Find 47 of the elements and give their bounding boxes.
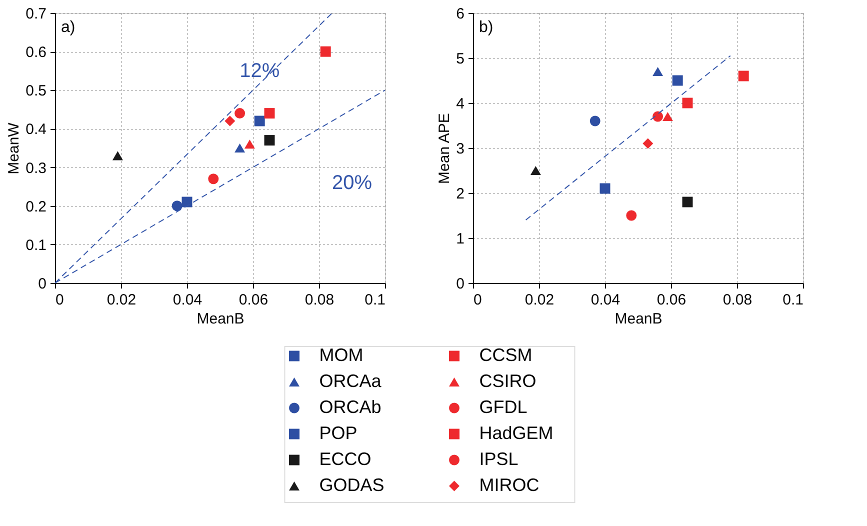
x-tick-label: 0.1 xyxy=(364,292,386,308)
legend-label: ORCAa xyxy=(319,371,382,391)
x-tick-label: 0.08 xyxy=(722,292,752,308)
x-tick-label: 0.02 xyxy=(106,292,136,308)
y-axis-title: Mean APE xyxy=(436,113,454,184)
legend-label: IPSL xyxy=(479,449,518,469)
legend-label: GFDL xyxy=(479,397,528,417)
y-tick-label: 2 xyxy=(456,186,464,202)
legend-label: ORCAb xyxy=(319,397,382,417)
legend-label: POP xyxy=(319,423,358,443)
annotation: b) xyxy=(479,19,494,36)
y-tick-label: 1 xyxy=(456,230,464,248)
y-tick-label: 0.3 xyxy=(26,160,46,177)
x-axis-title: MeanB xyxy=(196,310,244,328)
legend-label: GODAS xyxy=(319,475,384,495)
y-tick-label: 6 xyxy=(456,6,464,22)
x-tick-label: 0.06 xyxy=(656,292,686,308)
annotation: a) xyxy=(61,19,76,36)
y-tick-label: 0.7 xyxy=(26,6,46,22)
legend-label: ECCO xyxy=(319,449,372,469)
x-tick-label: 0.04 xyxy=(590,292,620,308)
x-tick-label: 0 xyxy=(56,292,64,308)
legend-label: MIROC xyxy=(479,475,540,495)
legend-label: CCSM xyxy=(479,345,532,365)
y-tick-label: 0 xyxy=(38,276,46,292)
y-tick-label: 0.4 xyxy=(26,121,46,138)
legend-label: MOM xyxy=(319,345,364,365)
x-axis-title: MeanB xyxy=(614,310,662,328)
y-tick-label: 3 xyxy=(456,140,464,158)
x-tick-label: 0.06 xyxy=(238,292,268,308)
x-tick-label: 0 xyxy=(474,292,482,308)
y-tick-label: 4 xyxy=(456,96,464,112)
y-tick-label: 0.2 xyxy=(26,198,46,216)
y-tick-label: 5 xyxy=(456,50,464,68)
x-tick-label: 0.04 xyxy=(172,292,202,308)
x-tick-label: 0.02 xyxy=(524,292,554,308)
annotation: 12% xyxy=(240,60,280,82)
y-axis-title: MeanW xyxy=(6,122,23,174)
legend-label: CSIRO xyxy=(479,371,536,391)
annotation: 20% xyxy=(332,172,372,194)
y-tick-label: 0.1 xyxy=(26,236,46,254)
y-tick-label: 0.5 xyxy=(26,82,46,100)
legend-label: HadGEM xyxy=(479,423,554,443)
y-tick-label: 0 xyxy=(456,276,464,292)
y-tick-label: 0.6 xyxy=(26,44,46,62)
x-tick-label: 0.1 xyxy=(782,292,804,308)
x-tick-label: 0.08 xyxy=(304,292,334,308)
